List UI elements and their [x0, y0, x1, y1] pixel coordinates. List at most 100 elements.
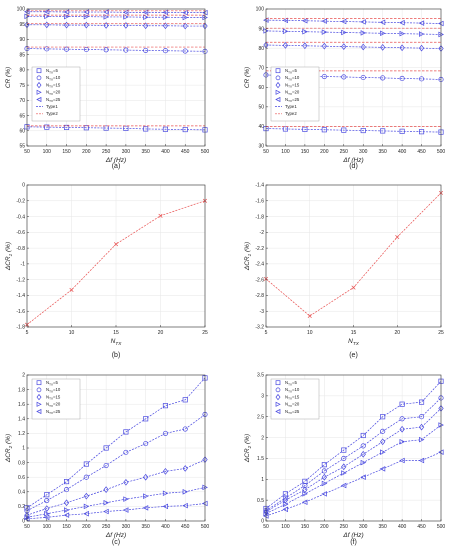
data-point	[123, 14, 129, 20]
data-point	[301, 499, 308, 505]
data-point	[162, 490, 169, 497]
legend-entry-label: Type1	[285, 104, 297, 109]
x-tick-label: 10	[307, 330, 313, 336]
legend-entry-label: NTX=10	[46, 387, 61, 393]
data-point	[418, 423, 425, 431]
data-point	[182, 489, 189, 495]
x-tick-label: 150	[62, 149, 71, 155]
data-point	[380, 75, 386, 81]
data-point	[44, 492, 50, 498]
data-point	[341, 29, 347, 36]
legend-entry-label: NTX=20	[285, 90, 300, 96]
series-line	[26, 126, 206, 131]
panel-caption: (c)	[112, 539, 120, 546]
y-tick-label: -2.2	[255, 246, 264, 252]
x-tick-label: 450	[417, 149, 426, 155]
x-axis-label: NTX	[348, 338, 360, 346]
data-point	[360, 459, 367, 466]
data-point	[162, 126, 168, 132]
y-tick-label: 2	[22, 373, 25, 379]
legend-entry-label: NTX=20	[285, 402, 300, 408]
data-point	[399, 457, 405, 464]
data-point	[83, 9, 89, 15]
data-point	[64, 507, 70, 513]
data-point	[282, 126, 288, 132]
data-point	[69, 287, 74, 292]
series-line	[265, 381, 442, 509]
data-point	[380, 414, 386, 420]
x-tick-label: 200	[82, 149, 91, 155]
data-point	[143, 493, 149, 499]
series-line	[265, 397, 442, 511]
y-tick-label: 90	[19, 37, 25, 43]
legend-box	[31, 378, 81, 420]
data-point	[360, 443, 366, 449]
data-point	[182, 127, 188, 133]
legend-entry-label: NTX=5	[46, 68, 58, 74]
x-tick-label: 150	[301, 149, 310, 155]
y-tick-label: 30	[258, 144, 264, 150]
data-point	[380, 43, 386, 51]
data-point	[302, 491, 308, 497]
data-point	[182, 48, 188, 54]
x-tick-label: 450	[417, 524, 426, 530]
data-point	[83, 13, 90, 20]
data-point	[399, 44, 405, 52]
x-tick-label: 50	[24, 524, 30, 530]
data-point	[162, 14, 169, 20]
x-tick-label: 150	[301, 524, 310, 530]
chart-panel-c: 50 100 150 200 250 300 350 400 450 500 0 0.2 0.4 0.6 0…	[5, 373, 209, 546]
y-tick-label: -0.6	[16, 230, 25, 236]
data-point	[341, 463, 347, 471]
data-point	[321, 73, 327, 80]
data-point	[341, 74, 347, 80]
x-tick-label: 400	[161, 524, 170, 530]
y-tick-label: 70	[19, 98, 25, 104]
data-point	[44, 510, 50, 517]
y-tick-label: 1	[261, 477, 264, 483]
data-point	[321, 468, 327, 474]
data-point	[44, 505, 50, 512]
data-point	[282, 28, 289, 35]
data-point	[341, 470, 347, 476]
x-tick-label: 250	[102, 149, 111, 155]
data-point	[182, 397, 188, 403]
legend-entry-label: NTX=10	[285, 387, 300, 393]
x-axis-label: NTX	[111, 338, 123, 346]
y-tick-label: 2	[261, 435, 264, 441]
data-point	[399, 75, 405, 82]
data-point	[419, 399, 425, 405]
series-line	[26, 487, 206, 518]
x-tick-label: 15	[351, 330, 357, 336]
data-point	[419, 76, 425, 82]
data-point	[113, 242, 119, 247]
data-point	[360, 474, 366, 480]
x-tick-label: 450	[181, 524, 190, 530]
series-line	[27, 11, 205, 13]
legend-marker	[275, 96, 281, 103]
data-point	[44, 13, 50, 20]
data-point	[418, 457, 425, 464]
data-point	[103, 486, 109, 493]
y-tick-label: 0.2	[18, 504, 25, 510]
x-tick-label: 300	[359, 149, 368, 155]
x-tick-label: 25	[438, 330, 444, 336]
data-point	[399, 425, 405, 433]
data-point	[122, 9, 129, 16]
data-point	[418, 20, 425, 26]
x-tick-label: 350	[141, 524, 150, 530]
data-point	[162, 403, 168, 409]
legend-entry-label: Type1	[46, 104, 58, 109]
panel-caption: (b)	[112, 352, 121, 359]
data-point	[418, 44, 425, 52]
data-point	[321, 491, 327, 497]
legend-entry-label: NTX=20	[46, 90, 61, 96]
chart-panel-f: 50 100 150 200 250 300 350 400 450 500 0 0.5 1 1.5 2 2.…	[244, 373, 445, 546]
data-point	[399, 30, 406, 37]
y-tick-label: 80	[19, 68, 25, 74]
data-point	[380, 128, 386, 134]
data-point	[162, 22, 169, 30]
x-tick-label: 350	[378, 149, 387, 155]
